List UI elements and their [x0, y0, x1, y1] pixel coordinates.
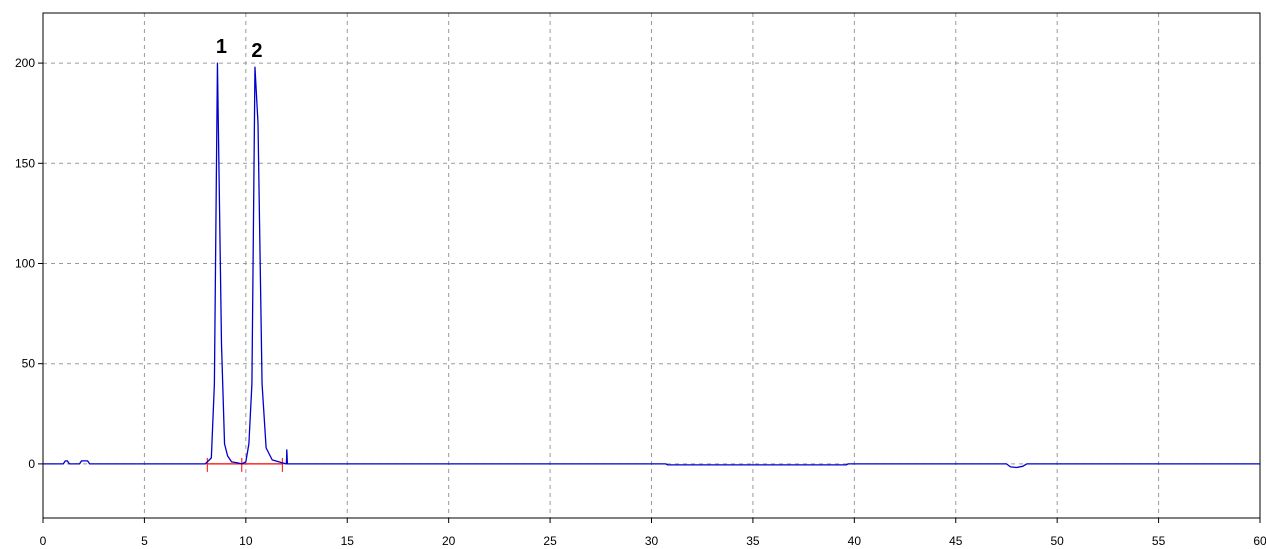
x-tick-label: 45 — [949, 534, 963, 548]
integration-baselines — [206, 457, 283, 472]
x-tick-label: 50 — [1050, 534, 1064, 548]
peak-number-label: 2 — [251, 40, 262, 62]
y-tick-label: 0 — [28, 457, 35, 471]
axes: 0 5 10 15 20 25 30 35 40 45 50 55 60 0 50 100 150 200 — [15, 12, 1266, 548]
x-tick-label: 5 — [141, 534, 148, 548]
x-tick-label: 55 — [1152, 534, 1166, 548]
x-tick-label: 60 — [1253, 534, 1266, 548]
x-tick-label: 30 — [645, 534, 659, 548]
x-tick-label: 15 — [341, 534, 355, 548]
x-tick-label: 10 — [239, 534, 253, 548]
chromatogram-line — [43, 62, 1260, 469]
x-tick-label: 25 — [543, 534, 557, 548]
grid-lines — [43, 13, 1260, 518]
y-tick-label: 50 — [22, 357, 36, 371]
y-tick-label: 100 — [15, 256, 35, 270]
y-tick-label: 200 — [15, 56, 35, 70]
chromatogram-trace — [43, 62, 1260, 469]
x-tick-label: 40 — [848, 534, 862, 548]
x-tick-label: 0 — [40, 534, 47, 548]
x-tick-label: 35 — [746, 534, 760, 548]
plot-frame — [42, 12, 1261, 519]
peak-number-label: 1 — [216, 36, 227, 58]
x-tick-label: 20 — [442, 534, 456, 548]
y-tick-label: 150 — [15, 156, 35, 170]
